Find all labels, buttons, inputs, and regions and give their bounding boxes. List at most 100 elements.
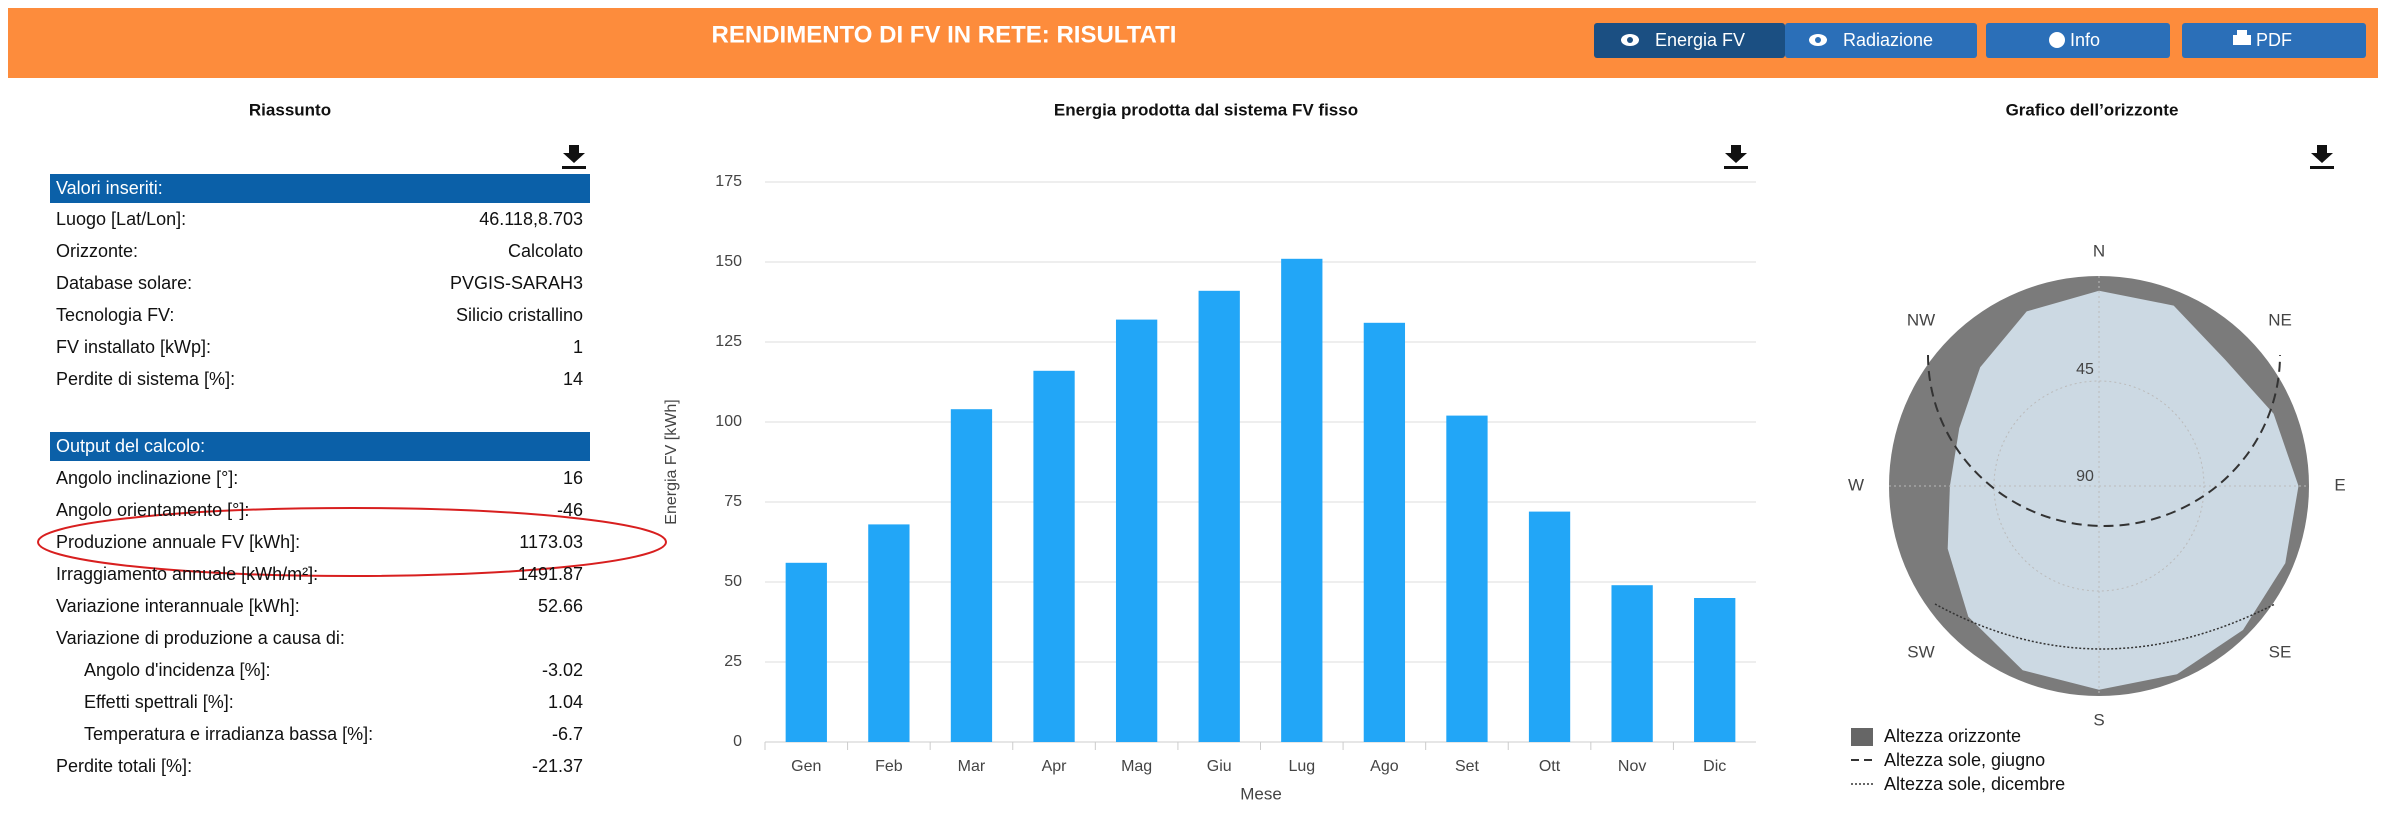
y-tick-label: 150: [715, 253, 742, 270]
print-icon: [2233, 35, 2251, 45]
bar: [950, 409, 993, 742]
button-label: PDF: [2256, 30, 2292, 50]
row-value: Silicio cristallino: [456, 305, 583, 325]
y-tick-label: 175: [715, 173, 742, 190]
chart-title: Energia prodotta dal sistema FV fisso: [1054, 100, 1358, 119]
x-tick-label: Mag: [1121, 758, 1152, 775]
row-label: Temperatura e irradianza bassa [%]:: [84, 724, 373, 744]
x-tick-label: Dic: [1703, 758, 1726, 775]
button-pdf[interactable]: PDF: [2182, 23, 2366, 58]
direction-label: NE: [2268, 310, 2292, 329]
y-tick-label: 125: [715, 333, 742, 350]
sun-path-december: [1934, 603, 2276, 650]
row-value: 46.118,8.703: [479, 209, 583, 229]
row-value: -3.02: [542, 660, 583, 680]
bar: [1198, 290, 1240, 742]
download-icon[interactable]: [1724, 145, 1748, 169]
bar: [1281, 258, 1323, 742]
info-icon: [2049, 32, 2065, 48]
bar: [1363, 322, 1406, 742]
horizon-plot: [1889, 276, 2309, 696]
bar: [1694, 598, 1736, 742]
section-bar: [50, 174, 590, 203]
y-tick-label: 25: [724, 653, 742, 670]
ring-label: 90: [2076, 468, 2094, 485]
download-icon[interactable]: [562, 145, 586, 169]
row-label: Angolo orientamento [°]:: [56, 500, 249, 520]
row-value: 1.04: [548, 692, 583, 712]
row-label: Perdite totali [%]:: [56, 756, 192, 776]
bar: [868, 524, 910, 742]
button-label: Radiazione: [1843, 30, 1933, 50]
section-heading: Output del calcolo:: [56, 436, 205, 456]
x-tick-label: Set: [1455, 758, 1480, 775]
row-value: 1173.03: [519, 532, 583, 552]
x-tick-label: Mar: [958, 758, 986, 775]
direction-label: S: [2093, 710, 2104, 729]
bar: [1115, 319, 1158, 742]
button-label: Energia FV: [1655, 30, 1745, 50]
y-tick-label: 0: [733, 733, 742, 750]
page-title: RENDIMENTO DI FV IN RETE: RISULTATI: [712, 21, 1177, 48]
row-value: -46: [557, 500, 583, 520]
direction-label: SW: [1907, 642, 1934, 661]
x-tick-label: Feb: [875, 758, 903, 775]
x-axis-label: Mese: [1240, 784, 1282, 803]
x-tick-label: Lug: [1288, 758, 1315, 775]
horizon-title: Grafico dell’orizzonte: [2006, 100, 2179, 119]
row-label: Variazione di produzione a causa di:: [56, 628, 345, 648]
y-tick-label: 100: [715, 413, 742, 430]
ring-label: 45: [2076, 361, 2094, 378]
row-value: 1: [573, 337, 583, 357]
button-bg: [1594, 23, 1785, 58]
x-tick-label: Ago: [1370, 758, 1399, 775]
row-value: 14: [563, 369, 583, 389]
row-value: 52.66: [538, 596, 583, 616]
print-icon-top: [2237, 30, 2247, 35]
row-value: PVGIS-SARAH3: [450, 273, 583, 293]
bar: [1446, 415, 1488, 742]
bar: [1528, 511, 1571, 742]
row-value: 16: [563, 468, 583, 488]
row-value: Calcolato: [508, 241, 583, 261]
section-heading: Valori inseriti:: [56, 178, 163, 198]
x-tick-label: Ott: [1539, 758, 1561, 775]
row-value: 1491.87: [518, 564, 583, 584]
button-label: Info: [2070, 30, 2100, 50]
download-icon[interactable]: [2310, 145, 2334, 169]
eye-pupil: [1627, 37, 1633, 43]
row-label: Irraggiamento annuale [kWh/m²]:: [56, 564, 318, 584]
button-energia[interactable]: Energia FV: [1594, 23, 1785, 58]
x-tick-label: Nov: [1618, 758, 1646, 775]
row-label: Database solare:: [56, 273, 192, 293]
direction-label: NW: [1907, 310, 1935, 329]
button-radiazione[interactable]: Radiazione: [1785, 23, 1977, 58]
row-label: FV installato [kWp]:: [56, 337, 211, 357]
x-tick-label: Gen: [791, 758, 821, 775]
row-label: Orizzonte:: [56, 241, 138, 261]
legend-label: Altezza sole, dicembre: [1884, 774, 2065, 794]
button-info[interactable]: Info: [1986, 23, 2170, 58]
x-tick-label: Giu: [1207, 758, 1232, 775]
row-label: Angolo inclinazione [°]:: [56, 468, 238, 488]
y-tick-label: 75: [724, 493, 742, 510]
legend-label: Altezza sole, giugno: [1884, 750, 2045, 770]
legend-swatch: [1851, 728, 1873, 746]
row-label: Tecnologia FV:: [56, 305, 174, 325]
sun-path-june: [1927, 354, 2281, 527]
y-axis-label: Energia FV [kWh]: [663, 399, 680, 524]
bar: [1611, 585, 1653, 742]
header-bar: [8, 8, 2378, 78]
row-label: Effetti spettrali [%]:: [84, 692, 234, 712]
summary-title: Riassunto: [249, 100, 331, 119]
bar: [785, 562, 827, 742]
row-label: Perdite di sistema [%]:: [56, 369, 235, 389]
legend-label: Altezza orizzonte: [1884, 726, 2021, 746]
row-label: Variazione interannuale [kWh]:: [56, 596, 300, 616]
direction-label: SE: [2269, 642, 2292, 661]
button-bg: [1986, 23, 2170, 58]
direction-label: E: [2334, 475, 2345, 494]
row-value: -6.7: [552, 724, 583, 744]
y-tick-label: 50: [724, 573, 742, 590]
row-label: Produzione annuale FV [kWh]:: [56, 532, 300, 552]
